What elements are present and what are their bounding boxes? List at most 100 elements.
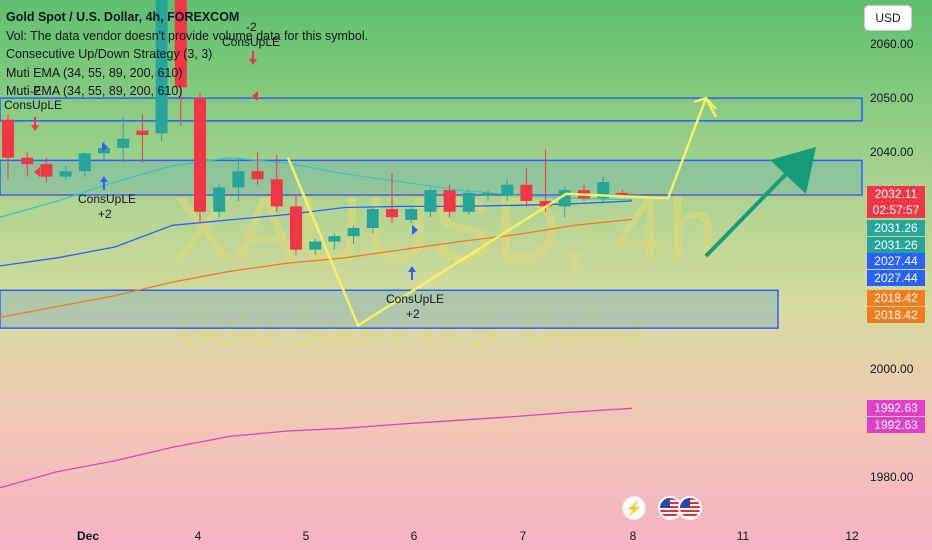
currency-button[interactable]: USD bbox=[864, 5, 912, 31]
signal-label: ConsUpLE bbox=[4, 98, 63, 112]
signal-size-label: -2 bbox=[246, 20, 257, 34]
candle bbox=[501, 179, 514, 201]
price-badge: 1992.63 bbox=[867, 400, 925, 416]
candle-body bbox=[232, 171, 245, 188]
countdown-badge: 02:57:57 bbox=[867, 202, 925, 218]
candle-body bbox=[290, 206, 302, 250]
candle-body bbox=[251, 171, 264, 180]
candle bbox=[78, 152, 91, 177]
signal-label: ConsUpLE bbox=[386, 292, 445, 306]
us-flag-icon[interactable] bbox=[678, 496, 702, 520]
price-badge: 2018.42 bbox=[867, 307, 925, 323]
candle-body bbox=[78, 153, 91, 172]
candle-body bbox=[155, 0, 168, 134]
date-tick-label: 11 bbox=[736, 529, 750, 543]
candle bbox=[405, 206, 418, 223]
indicator-legend: Gold Spot / U.S. Dollar, 4h, FOREXCOM Vo… bbox=[6, 8, 368, 101]
signal-size-label: -2 bbox=[30, 84, 41, 98]
price-tick-label: 2050.00 bbox=[870, 91, 914, 106]
price-badge: 2027.44 bbox=[867, 270, 925, 286]
signal-triangle-icon bbox=[34, 167, 40, 177]
symbol-name-watermark: Gold Spot / U.S. Dollar bbox=[178, 303, 644, 355]
candle bbox=[520, 168, 533, 207]
candle-body bbox=[270, 179, 283, 207]
candle bbox=[213, 184, 226, 218]
candle bbox=[117, 117, 130, 164]
candle-body bbox=[136, 130, 149, 135]
support-resistance-zone bbox=[0, 289, 779, 329]
candle bbox=[443, 184, 456, 218]
candle bbox=[232, 157, 245, 201]
candle bbox=[155, 0, 168, 142]
candle bbox=[136, 114, 149, 164]
price-tick-label: 1980.00 bbox=[870, 470, 914, 484]
date-tick-label: 4 bbox=[194, 529, 202, 543]
price-tick-label: 2060.00 bbox=[870, 37, 914, 51]
price-tick-label: 2000.00 bbox=[870, 361, 914, 376]
entry-arrow-icon bbox=[408, 266, 416, 280]
candle bbox=[270, 154, 283, 212]
date-tick-label: Dec bbox=[76, 529, 100, 543]
ema-legend-1[interactable]: Muti EMA (34, 55, 89, 200, 610) bbox=[6, 65, 183, 80]
date-tick-label: 12 bbox=[845, 529, 859, 543]
candle bbox=[366, 206, 379, 234]
candle bbox=[194, 92, 206, 223]
candle-body bbox=[366, 209, 379, 229]
symbol-title[interactable]: Gold Spot / U.S. Dollar, 4h, FOREXCOM bbox=[6, 10, 240, 24]
volume-note: Vol: The data vendor doesn't provide vol… bbox=[6, 28, 369, 43]
signal-size-label: +2 bbox=[98, 207, 112, 221]
candle bbox=[462, 190, 475, 215]
candle-body bbox=[40, 164, 53, 177]
candle-body bbox=[117, 138, 130, 148]
lightning-icon[interactable]: ⚡ bbox=[622, 496, 646, 520]
candle-body bbox=[194, 98, 206, 212]
signal-label: ConsUpLE bbox=[222, 35, 281, 49]
candle-body bbox=[520, 184, 533, 201]
entry-arrow-icon bbox=[100, 176, 108, 190]
price-badge: 2031.26 bbox=[867, 237, 925, 253]
candle-body bbox=[21, 157, 34, 165]
exit-arrow-icon bbox=[249, 51, 257, 65]
candle bbox=[558, 187, 571, 218]
candle-body bbox=[213, 187, 226, 212]
candle-body bbox=[443, 190, 456, 212]
trend-arrow-head bbox=[770, 147, 816, 194]
candle bbox=[251, 152, 264, 185]
date-tick-label: 5 bbox=[302, 529, 310, 543]
price-badge: 1992.63 bbox=[867, 417, 925, 433]
price-badge: 2018.42 bbox=[867, 290, 925, 306]
date-tick-label: 8 bbox=[629, 529, 637, 543]
candle-body bbox=[2, 119, 14, 158]
candle bbox=[290, 195, 302, 256]
date-tick-label: 7 bbox=[519, 529, 527, 543]
ema-line-4 bbox=[0, 407, 633, 489]
price-tick-label: 2040.00 bbox=[870, 145, 914, 160]
price-badge: 2031.26 bbox=[867, 220, 925, 236]
candle-body bbox=[328, 236, 341, 242]
price-badge: 2032.11 bbox=[867, 186, 925, 202]
candle-body bbox=[309, 241, 322, 250]
signal-triangle-icon bbox=[252, 91, 258, 101]
support-resistance-zone bbox=[0, 97, 863, 122]
signal-size-label: +2 bbox=[406, 307, 420, 321]
strategy-legend[interactable]: Consecutive Up/Down Strategy (3, 3) bbox=[6, 47, 213, 61]
candle-body bbox=[98, 147, 110, 154]
candle bbox=[40, 157, 53, 183]
signal-label: ConsUpLE bbox=[78, 192, 137, 206]
ema-legend-2[interactable]: Muti EMA (34, 55, 89, 200, 610) bbox=[6, 84, 183, 98]
candle-body bbox=[174, 0, 187, 88]
price-badge: 2027.44 bbox=[867, 253, 925, 269]
candle-body bbox=[59, 171, 72, 177]
candle-body bbox=[539, 200, 552, 207]
candle bbox=[539, 149, 552, 212]
projection-arrow-head bbox=[693, 96, 718, 118]
candle bbox=[21, 152, 34, 177]
candle bbox=[59, 165, 72, 180]
signal-triangle-icon bbox=[102, 142, 108, 152]
candle-body bbox=[616, 192, 629, 196]
candle bbox=[482, 190, 494, 201]
candle bbox=[386, 173, 398, 223]
trend-arrow-shaft bbox=[704, 166, 794, 258]
